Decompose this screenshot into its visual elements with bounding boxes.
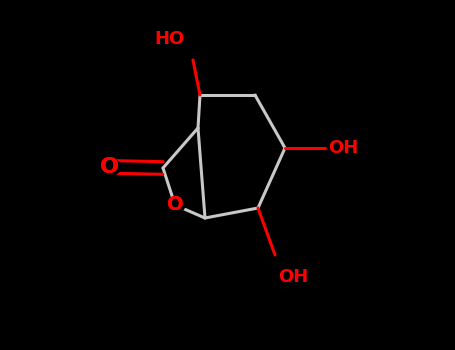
Text: O: O bbox=[100, 157, 119, 177]
Circle shape bbox=[98, 158, 121, 176]
Circle shape bbox=[165, 197, 185, 213]
Text: O: O bbox=[100, 157, 119, 177]
Text: OH: OH bbox=[278, 268, 308, 286]
Text: OH: OH bbox=[328, 139, 358, 157]
Text: O: O bbox=[167, 196, 183, 215]
Text: O: O bbox=[167, 196, 183, 215]
Text: HO: HO bbox=[155, 30, 185, 48]
